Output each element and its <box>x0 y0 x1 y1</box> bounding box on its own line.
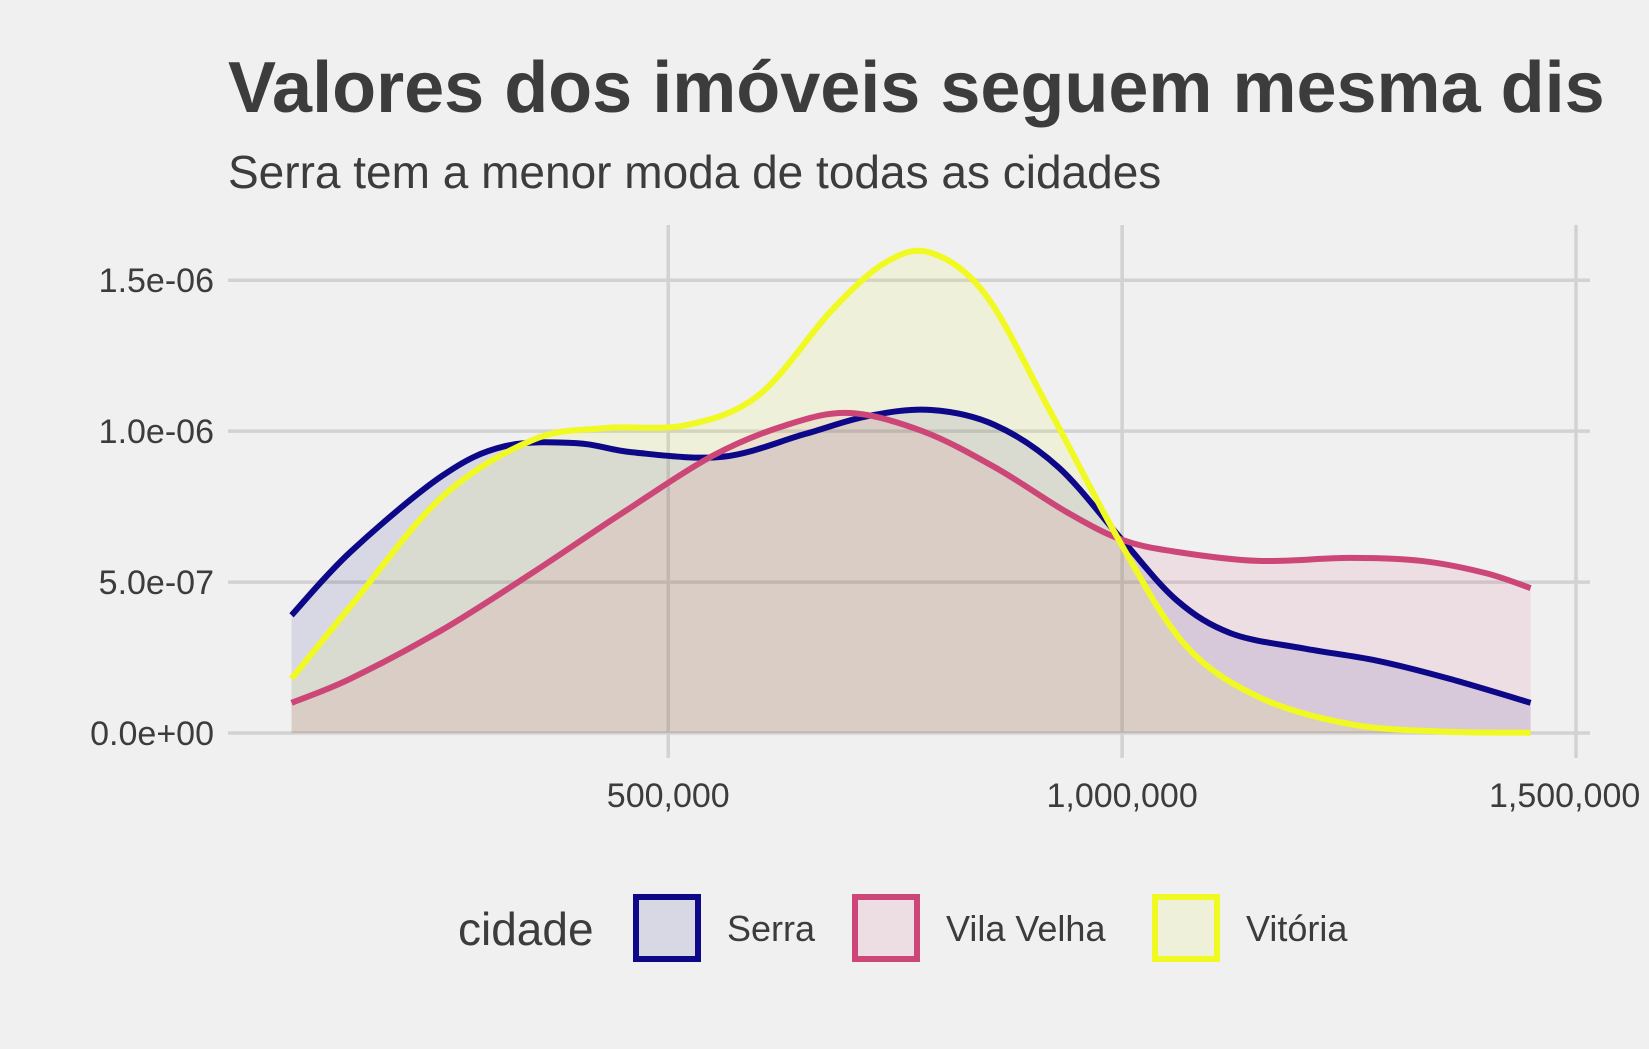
y-tick-label: 1.5e-06 <box>99 262 214 300</box>
chart-subtitle: Serra tem a menor moda de todas as cidad… <box>228 146 1161 198</box>
x-tick-label: 500,000 <box>607 777 730 815</box>
legend-key-vila-velha <box>852 894 920 962</box>
density-line-vit-ria <box>289 247 1531 736</box>
y-tick-label: 0.0e+00 <box>90 715 214 753</box>
density-area-vila-velha <box>291 412 1531 733</box>
axis-tick-labels: 0.0e+00 5.0e-07 1.0e-06 1.5e-06 500,000 1,000… <box>90 262 1640 815</box>
y-tick-label: 1.0e-06 <box>99 413 214 451</box>
legend: cidade Serra Vila Velha Vitória <box>458 894 1348 962</box>
x-tick-label: 1,500,000 <box>1489 777 1640 815</box>
legend-title: cidade <box>458 903 594 955</box>
density-line-vila-velha <box>290 409 1532 706</box>
legend-key-serra <box>633 894 701 962</box>
legend-key-vit-ria <box>1152 894 1220 962</box>
gridlines <box>228 225 1590 758</box>
density-area-vit-ria <box>291 250 1531 733</box>
legend-label: Vila Velha <box>946 908 1106 949</box>
density-line-serra <box>289 406 1532 706</box>
y-tick-label: 5.0e-07 <box>99 564 214 602</box>
legend-label: Serra <box>727 908 816 949</box>
chart-title: Valores dos imóveis seguem mesma dis <box>228 48 1605 128</box>
density-area-serra <box>291 409 1531 733</box>
x-tick-label: 1,000,000 <box>1046 777 1197 815</box>
legend-label: Vitória <box>1246 908 1348 949</box>
density-series <box>289 247 1532 736</box>
